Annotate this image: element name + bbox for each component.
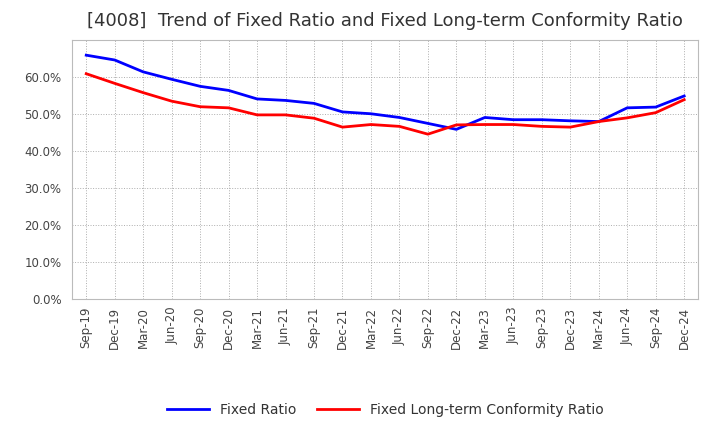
Fixed Ratio — [253, 96, 261, 102]
Fixed Ratio — [338, 109, 347, 114]
Fixed Ratio — [395, 115, 404, 120]
Fixed Long-term Conformity Ratio — [310, 116, 318, 121]
Fixed Long-term Conformity Ratio — [623, 115, 631, 121]
Fixed Ratio — [282, 98, 290, 103]
Title: [4008]  Trend of Fixed Ratio and Fixed Long-term Conformity Ratio: [4008] Trend of Fixed Ratio and Fixed Lo… — [87, 12, 683, 30]
Fixed Long-term Conformity Ratio — [680, 97, 688, 103]
Legend: Fixed Ratio, Fixed Long-term Conformity Ratio: Fixed Ratio, Fixed Long-term Conformity … — [161, 397, 609, 422]
Fixed Long-term Conformity Ratio — [253, 112, 261, 117]
Fixed Ratio — [423, 121, 432, 126]
Fixed Ratio — [110, 57, 119, 62]
Fixed Long-term Conformity Ratio — [395, 124, 404, 129]
Fixed Long-term Conformity Ratio — [110, 81, 119, 86]
Fixed Long-term Conformity Ratio — [167, 99, 176, 104]
Fixed Long-term Conformity Ratio — [338, 125, 347, 130]
Fixed Ratio — [623, 105, 631, 110]
Fixed Ratio — [537, 117, 546, 122]
Fixed Ratio — [82, 52, 91, 58]
Fixed Ratio — [680, 93, 688, 99]
Fixed Ratio — [566, 118, 575, 124]
Fixed Long-term Conformity Ratio — [225, 105, 233, 110]
Fixed Long-term Conformity Ratio — [82, 71, 91, 77]
Fixed Long-term Conformity Ratio — [652, 110, 660, 115]
Fixed Ratio — [167, 77, 176, 82]
Fixed Long-term Conformity Ratio — [423, 132, 432, 137]
Fixed Long-term Conformity Ratio — [480, 122, 489, 127]
Fixed Long-term Conformity Ratio — [282, 112, 290, 117]
Line: Fixed Long-term Conformity Ratio: Fixed Long-term Conformity Ratio — [86, 74, 684, 134]
Fixed Ratio — [480, 115, 489, 120]
Fixed Long-term Conformity Ratio — [139, 90, 148, 95]
Fixed Ratio — [595, 119, 603, 124]
Fixed Ratio — [652, 104, 660, 110]
Fixed Long-term Conformity Ratio — [509, 122, 518, 127]
Fixed Ratio — [452, 127, 461, 132]
Fixed Ratio — [310, 101, 318, 106]
Fixed Long-term Conformity Ratio — [595, 119, 603, 124]
Fixed Ratio — [225, 88, 233, 93]
Fixed Ratio — [366, 111, 375, 117]
Fixed Ratio — [139, 69, 148, 74]
Fixed Ratio — [509, 117, 518, 122]
Fixed Long-term Conformity Ratio — [537, 124, 546, 129]
Line: Fixed Ratio: Fixed Ratio — [86, 55, 684, 129]
Fixed Ratio — [196, 84, 204, 89]
Fixed Long-term Conformity Ratio — [196, 104, 204, 110]
Fixed Long-term Conformity Ratio — [566, 125, 575, 130]
Fixed Long-term Conformity Ratio — [452, 122, 461, 128]
Fixed Long-term Conformity Ratio — [366, 122, 375, 127]
